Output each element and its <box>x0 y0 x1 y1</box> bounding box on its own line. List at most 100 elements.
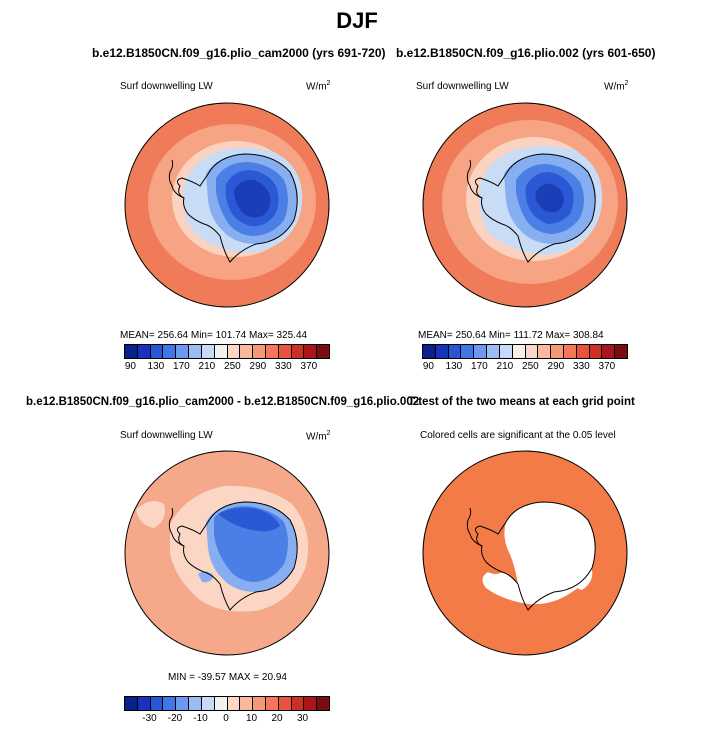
colorbar-swatch <box>150 345 164 358</box>
colorbar-swatch <box>240 345 254 358</box>
colorbar-tick-label: 370 <box>300 361 318 372</box>
colorbar-swatch <box>576 345 590 358</box>
colorbar-swatch <box>602 345 616 358</box>
colorbar-swatch <box>201 697 215 710</box>
colorbar-tick-label: -10 <box>193 713 208 724</box>
colorbar-swatch <box>253 697 266 710</box>
panel4-map <box>422 450 628 656</box>
colorbar-tick-label: 290 <box>249 361 267 372</box>
panel1-map <box>124 102 330 308</box>
colorbar-swatch <box>291 345 305 358</box>
panel1-variable-label: Surf downwelling LW <box>120 81 213 92</box>
colorbar-swatch <box>525 345 539 358</box>
panel3-title: b.e12.B1850CN.f09_g16.plio_cam2000 - b.e… <box>26 396 420 408</box>
colorbar-tick-label: 170 <box>471 361 488 372</box>
panel2-variable-label: Surf downwelling LW <box>416 81 509 92</box>
panel1-peninsula <box>168 159 185 199</box>
colorbar-swatch <box>538 345 552 358</box>
colorbar-tick-label: 130 <box>147 361 165 372</box>
panel3-coastline <box>176 501 298 611</box>
colorbar-swatch <box>265 345 279 358</box>
colorbar-tick-label: 170 <box>173 361 190 372</box>
colorbar-swatch <box>487 345 500 358</box>
panel3-map <box>124 450 330 656</box>
colorbar-swatch <box>448 345 462 358</box>
panel3-variable-label: Surf downwelling LW <box>120 430 213 441</box>
colorbar-swatch <box>304 697 318 710</box>
panel4-variable-label: Colored cells are significant at the 0.0… <box>420 430 616 441</box>
colorbar-swatch <box>474 345 488 358</box>
panel2-title: b.e12.B1850CN.f09_g16.plio.002 (yrs 601-… <box>396 46 656 60</box>
panel2-antarctica-core <box>535 183 564 213</box>
colorbar-tick-label: 90 <box>422 361 434 372</box>
colorbar-swatch <box>512 345 526 358</box>
colorbar-tick-label: 0 <box>223 713 229 724</box>
colorbar-swatch <box>214 697 228 710</box>
colorbar-swatch <box>615 345 627 358</box>
colorbar-tick-label: 20 <box>271 713 283 724</box>
colorbar-swatch <box>214 345 228 358</box>
colorbar-tick-label: 210 <box>496 361 514 372</box>
colorbar-swatch <box>317 345 329 358</box>
colorbar-swatch <box>317 697 329 710</box>
colorbar-swatch <box>137 697 151 710</box>
panel3-light-patch <box>136 501 165 528</box>
panel2-units: W/m2 <box>604 80 629 93</box>
colorbar-tick-label: -30 <box>142 713 157 724</box>
panel1-coastline <box>176 153 298 263</box>
colorbar-swatch <box>563 345 577 358</box>
panel1-stats: MEAN= 256.64 Min= 101.74 Max= 325.44 <box>120 330 308 341</box>
colorbar-swatch <box>163 345 177 358</box>
colorbar-swatch <box>163 697 177 710</box>
panel1-title: b.e12.B1850CN.f09_g16.plio_cam2000 (yrs … <box>92 46 386 60</box>
figure-title: DJF <box>336 8 378 33</box>
colorbar-tick-label: 370 <box>598 361 616 372</box>
panel4-coastline <box>474 501 596 611</box>
colorbar-swatch <box>589 345 603 358</box>
colorbar-swatch <box>253 345 266 358</box>
panel4-not-significant-east <box>572 566 593 590</box>
colorbar-swatch <box>125 697 138 710</box>
panel2-coastline <box>474 153 596 263</box>
panel2-colorbar <box>422 344 628 359</box>
panel3-antarctica-inner <box>218 507 280 532</box>
colorbar-swatch <box>551 345 564 358</box>
colorbar-swatch <box>176 345 190 358</box>
panel1-antarctica-core <box>234 179 271 218</box>
colorbar-swatch <box>461 345 475 358</box>
colorbar-swatch <box>499 345 513 358</box>
panel3-units: W/m2 <box>306 430 331 443</box>
colorbar-swatch <box>265 697 279 710</box>
colorbar-swatch <box>278 697 292 710</box>
colorbar-tick-label: 30 <box>296 713 309 724</box>
panel2-peninsula <box>466 159 483 199</box>
colorbar-tick-label: 130 <box>445 361 463 372</box>
colorbar-tick-label: 330 <box>573 361 590 372</box>
colorbar-tick-label: 250 <box>224 361 241 372</box>
panel2-map <box>422 102 628 308</box>
colorbar-tick-label: 90 <box>124 361 136 372</box>
colorbar-tick-label: 250 <box>522 361 539 372</box>
colorbar-tick-label: -20 <box>167 713 183 724</box>
colorbar-swatch <box>150 697 164 710</box>
colorbar-swatch <box>189 345 202 358</box>
panel3-colorbar <box>124 696 330 711</box>
colorbar-swatch <box>423 345 436 358</box>
colorbar-swatch <box>435 345 449 358</box>
colorbar-swatch <box>189 697 202 710</box>
colorbar-tick-label: 10 <box>245 713 258 724</box>
colorbar-tick-label: 330 <box>275 361 292 372</box>
colorbar-swatch <box>291 697 305 710</box>
colorbar-tick-label: 210 <box>198 361 216 372</box>
colorbar-swatch <box>137 345 151 358</box>
colorbar-swatch <box>278 345 292 358</box>
panel3-stats: MIN = -39.57 MAX = 20.94 <box>168 672 287 683</box>
panel4-title: T-test of the two means at each grid poi… <box>408 396 635 408</box>
colorbar-swatch <box>227 697 241 710</box>
colorbar-tick-label: 290 <box>547 361 565 372</box>
colorbar-swatch <box>227 345 241 358</box>
colorbar-swatch <box>201 345 215 358</box>
colorbar-swatch <box>176 697 190 710</box>
panel1-units: W/m2 <box>306 80 331 93</box>
panel1-colorbar <box>124 344 330 359</box>
